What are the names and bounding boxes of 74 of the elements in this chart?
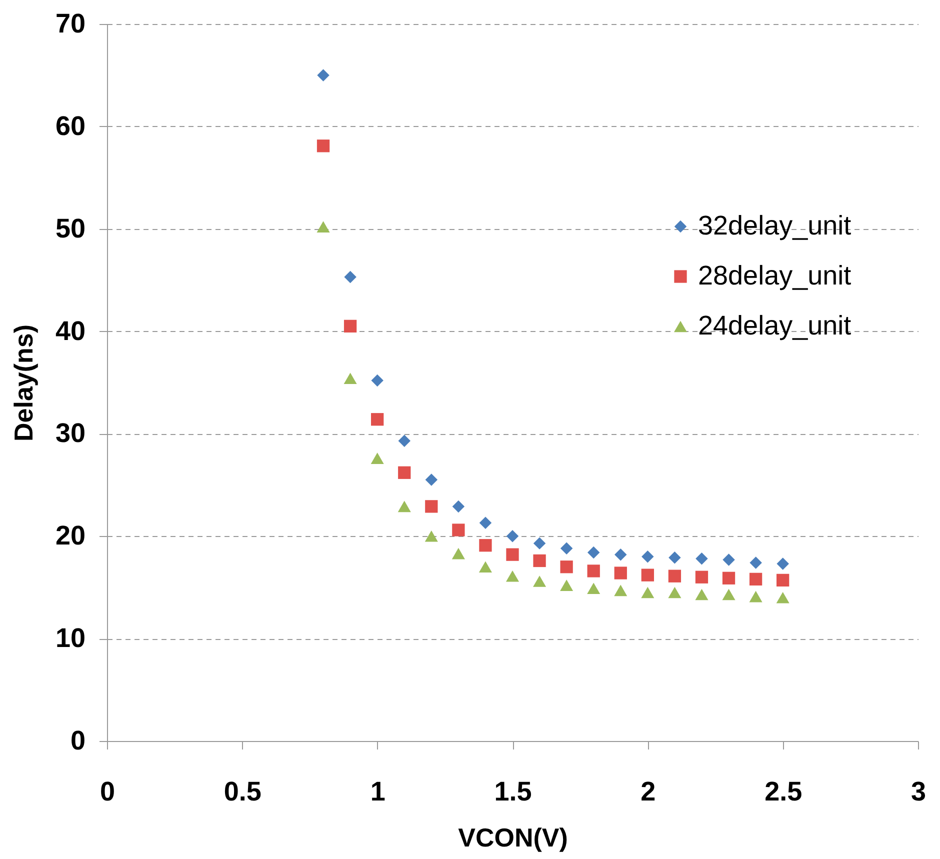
point bbox=[425, 500, 438, 513]
point bbox=[776, 592, 790, 604]
point bbox=[560, 542, 573, 555]
point bbox=[695, 588, 708, 600]
x-tick-label: 0 bbox=[100, 776, 116, 806]
point bbox=[316, 221, 330, 232]
point bbox=[560, 580, 574, 591]
x-tick-label: 0.5 bbox=[224, 776, 262, 806]
point bbox=[479, 539, 492, 552]
point bbox=[533, 537, 546, 550]
point bbox=[587, 582, 600, 594]
x-tick-label: 1.5 bbox=[494, 776, 532, 806]
point bbox=[614, 548, 627, 561]
legend-label: 28delay_unit bbox=[698, 260, 852, 290]
point bbox=[776, 558, 789, 570]
point bbox=[370, 452, 384, 464]
point bbox=[696, 552, 708, 565]
point bbox=[371, 374, 384, 387]
y-tick-label: 40 bbox=[55, 316, 86, 346]
point bbox=[749, 572, 762, 586]
y-tick-label: 10 bbox=[55, 623, 86, 654]
point bbox=[506, 548, 519, 561]
x-tick-label: 3 bbox=[910, 776, 926, 806]
point bbox=[344, 372, 357, 384]
point bbox=[668, 552, 681, 564]
point bbox=[478, 561, 492, 573]
point bbox=[722, 554, 735, 566]
point bbox=[560, 560, 573, 574]
point bbox=[398, 500, 411, 512]
point bbox=[614, 584, 628, 596]
point bbox=[533, 554, 546, 568]
point bbox=[424, 530, 438, 542]
point bbox=[371, 413, 384, 426]
y-tick-label: 20 bbox=[55, 520, 86, 551]
point bbox=[506, 530, 519, 542]
point bbox=[344, 320, 357, 332]
y-axis-title: Delay(ns) bbox=[8, 324, 38, 442]
point bbox=[695, 570, 708, 584]
point bbox=[722, 588, 736, 600]
point bbox=[533, 576, 546, 587]
point bbox=[316, 140, 330, 152]
point bbox=[452, 524, 465, 536]
x-tick-label: 2.5 bbox=[764, 776, 802, 806]
y-tick-label: 70 bbox=[55, 8, 86, 38]
point bbox=[750, 556, 762, 569]
y-tick-label: 50 bbox=[55, 213, 86, 244]
point bbox=[506, 570, 520, 582]
point bbox=[479, 516, 492, 529]
y-tick-label: 0 bbox=[70, 726, 86, 756]
x-tick-label: 1 bbox=[370, 776, 386, 806]
point bbox=[776, 574, 790, 587]
x-tick-label: 2 bbox=[640, 776, 656, 806]
point bbox=[344, 270, 356, 284]
point bbox=[425, 474, 438, 486]
point bbox=[722, 572, 736, 584]
point bbox=[398, 434, 410, 448]
point bbox=[668, 570, 682, 582]
legend-label: 24delay_unit bbox=[698, 310, 852, 340]
point bbox=[749, 590, 762, 602]
point bbox=[452, 548, 465, 560]
point bbox=[587, 564, 600, 578]
y-tick-label: 60 bbox=[55, 110, 86, 141]
legend-label: 32delay_unit bbox=[698, 210, 852, 240]
x-axis-title: VCON(V) bbox=[458, 822, 568, 852]
point bbox=[398, 466, 411, 479]
point bbox=[587, 546, 600, 559]
point bbox=[641, 586, 654, 598]
y-tick-label: 30 bbox=[55, 418, 86, 448]
point bbox=[641, 568, 654, 582]
point bbox=[452, 500, 465, 513]
point bbox=[668, 586, 682, 598]
point bbox=[642, 550, 654, 563]
point bbox=[317, 69, 330, 82]
point bbox=[614, 566, 627, 580]
